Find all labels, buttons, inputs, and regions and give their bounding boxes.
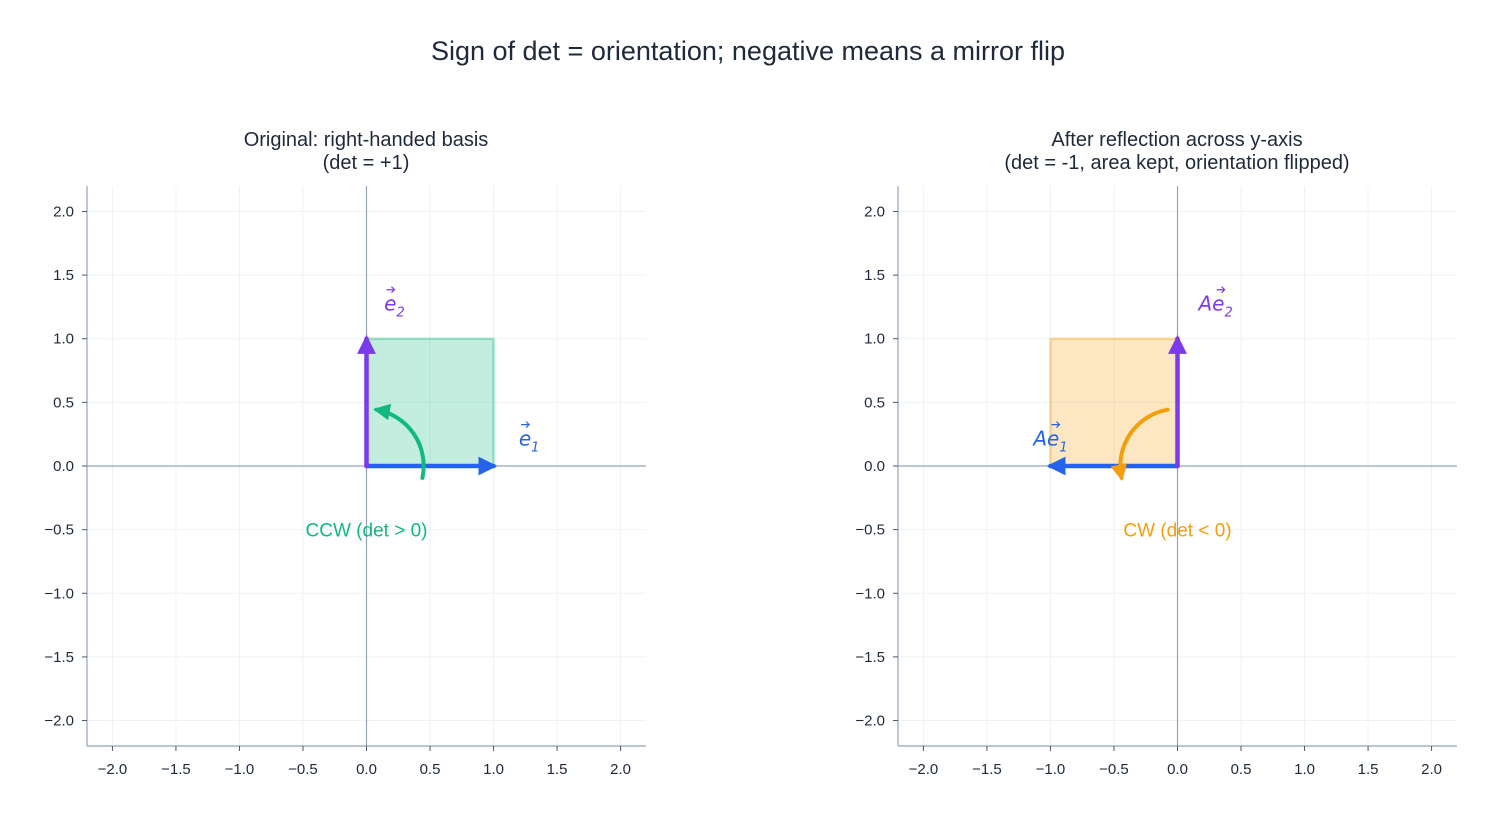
unit-square [1049, 337, 1179, 468]
x-tick-label: 1.5 [1358, 761, 1379, 778]
vector-hat-icon [386, 286, 396, 294]
vector-hat-icon [1216, 286, 1226, 294]
panel-title-line1: Original: right-handed basis [244, 129, 489, 151]
x-tick-label: −1.5 [972, 761, 1002, 778]
y-tick-label: −2.0 [855, 713, 885, 730]
x-tick-label: 1.5 [547, 761, 568, 778]
y-tick-label: −2.0 [44, 713, 74, 730]
panel-original: Original: right-handed basis (det = +1) … [44, 129, 646, 778]
plot-area: −2.0 −2.0 −1.5 −1.5 −1.0 −1.0 −0.5 −0.5 0.0 0.0 0.… [44, 186, 646, 778]
panel-title-line1: After reflection across y-axis [1051, 129, 1302, 151]
x-tick-label: 1.0 [1294, 761, 1315, 778]
x-tick-label: −0.5 [288, 761, 318, 778]
vector-label-e2: e2 [384, 292, 405, 321]
x-tick-label: −1.0 [225, 761, 255, 778]
y-tick-label: 1.0 [53, 331, 74, 348]
y-tick-label: 2.0 [864, 203, 885, 220]
vector-hat-icon [1051, 421, 1061, 429]
x-tick-label: 2.0 [1421, 761, 1442, 778]
y-tick-label: 0.5 [864, 394, 885, 411]
rotation-arc-icon [1110, 407, 1170, 482]
x-tick-label: −2.0 [909, 761, 939, 778]
y-tick-label: 0.5 [53, 394, 74, 411]
x-tick-label: 2.0 [610, 761, 631, 778]
y-tick-label: −1.5 [44, 649, 74, 666]
x-tick-label: 0.0 [356, 761, 377, 778]
y-tick-label: 0.0 [864, 458, 885, 475]
y-tick-label: 1.0 [864, 331, 885, 348]
rotation-label: CCW (det > 0) [306, 521, 428, 542]
x-tick-label: 0.5 [1231, 761, 1252, 778]
x-tick-label: −2.0 [98, 761, 128, 778]
rotation-arc-icon [373, 403, 426, 480]
vector-hat-icon [521, 421, 530, 429]
x-tick-label: −1.0 [1036, 761, 1066, 778]
y-tick-label: −1.0 [855, 585, 885, 602]
y-tick-label: −0.5 [855, 522, 885, 539]
y-tick-label: −1.5 [855, 649, 885, 666]
x-tick-label: −1.5 [161, 761, 191, 778]
unit-square [365, 337, 495, 468]
x-tick-label: −0.5 [1099, 761, 1129, 778]
x-tick-label: 0.0 [1167, 761, 1188, 778]
panel-title-line2: (det = -1, area kept, orientation flippe… [1004, 152, 1349, 174]
y-tick-label: −1.0 [44, 585, 74, 602]
x-tick-label: 1.0 [483, 761, 504, 778]
y-tick-label: 1.5 [53, 267, 74, 284]
y-tick-label: 0.0 [53, 458, 74, 475]
y-tick-label: −0.5 [44, 522, 74, 539]
panel-title-line2: (det = +1) [323, 152, 410, 174]
rotation-label: CW (det < 0) [1123, 521, 1231, 542]
vector-label-e1: Ae1 [1031, 427, 1067, 456]
figure-title: Sign of det = orientation; negative mean… [431, 36, 1065, 66]
x-tick-label: 0.5 [420, 761, 441, 778]
vector-label-e1: e1 [519, 427, 540, 456]
y-tick-label: 2.0 [53, 203, 74, 220]
panel-reflected: After reflection across y-axis (det = -1… [855, 129, 1457, 778]
y-tick-label: 1.5 [864, 267, 885, 284]
vector-label-e2: Ae2 [1196, 292, 1232, 321]
plot-area: −2.0 −2.0 −1.5 −1.5 −1.0 −1.0 −0.5 −0.5 0.0 0.0 0.… [855, 186, 1457, 778]
